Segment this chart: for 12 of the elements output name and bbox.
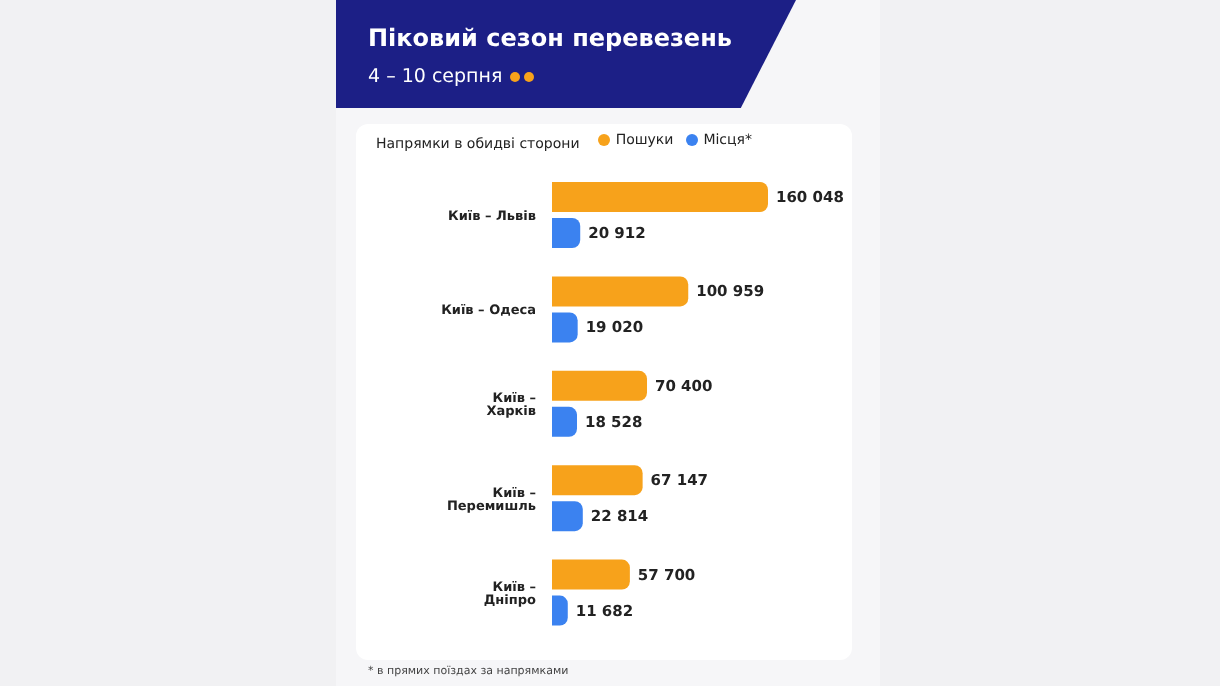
- bar: [552, 595, 568, 626]
- bar: [552, 218, 581, 248]
- bar: [552, 501, 583, 532]
- chart-title: Піковий сезон перевезень: [368, 24, 732, 52]
- chart-subtitle: 4 – 10 серпня: [368, 66, 503, 88]
- bar: [552, 370, 648, 401]
- bar: [552, 406, 578, 437]
- bar: [552, 312, 578, 343]
- bar: [552, 465, 643, 496]
- bar: [552, 559, 630, 590]
- bar: [552, 276, 689, 307]
- bar: [552, 182, 768, 212]
